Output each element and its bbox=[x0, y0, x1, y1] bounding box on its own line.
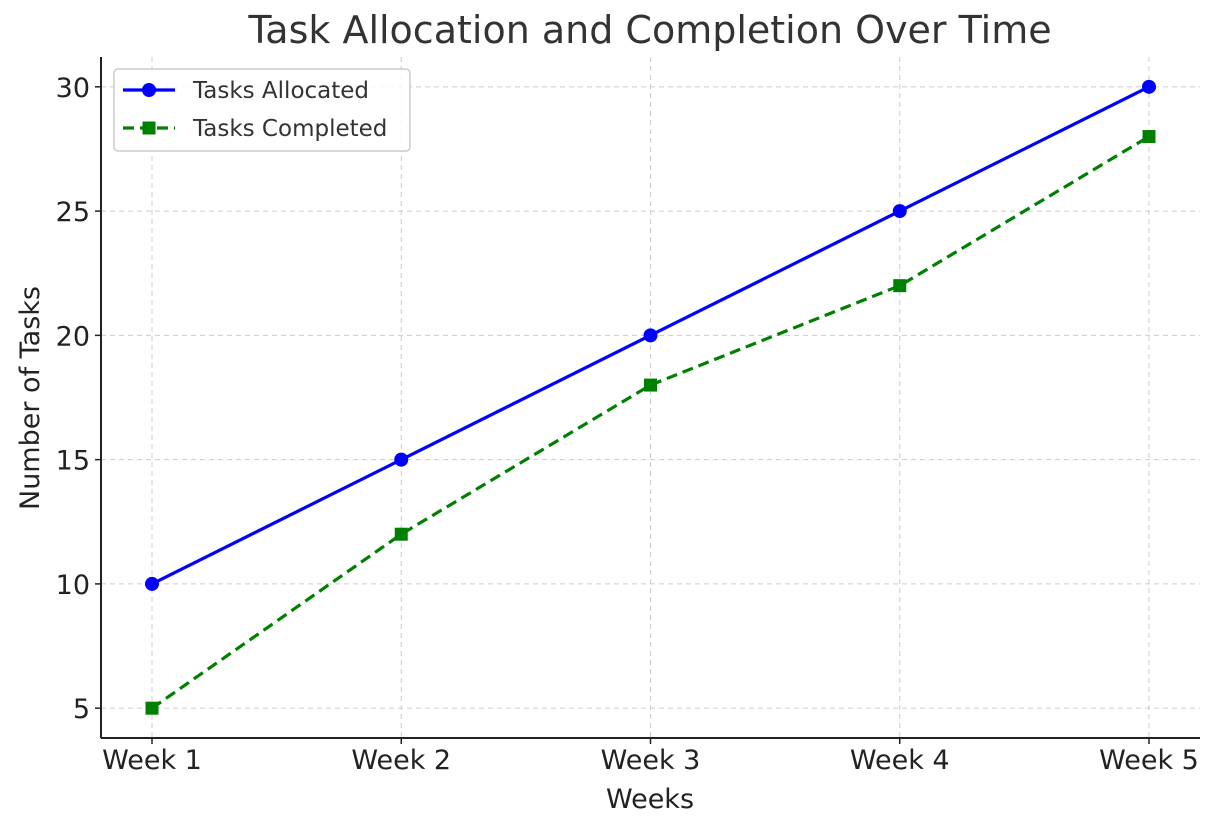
y-axis-label: Number of Tasks bbox=[15, 286, 46, 510]
data-point bbox=[644, 378, 657, 392]
data-point bbox=[892, 204, 907, 219]
ticks: Week 1 Week 2 Week 3 Week 4 Week 5 5 10 15 20 25 3… bbox=[56, 73, 1199, 776]
data-point bbox=[145, 701, 159, 715]
y-tick-label: 5 bbox=[73, 694, 90, 725]
y-tick-label: 10 bbox=[56, 570, 90, 601]
x-axis-label: Weeks bbox=[606, 784, 694, 815]
grid bbox=[101, 57, 1200, 738]
x-tick-label: Week 5 bbox=[1099, 745, 1199, 776]
series-1 bbox=[145, 79, 1156, 591]
x-tick-label: Week 2 bbox=[351, 745, 451, 776]
series-layer bbox=[145, 79, 1156, 715]
legend-label: Tasks Allocated bbox=[192, 78, 369, 104]
x-tick-label: Week 1 bbox=[102, 745, 202, 776]
y-tick-label: 15 bbox=[56, 446, 90, 477]
y-tick-label: 30 bbox=[56, 73, 90, 104]
data-point bbox=[394, 452, 409, 467]
x-tick-label: Week 3 bbox=[601, 745, 701, 776]
series-line bbox=[151, 135, 1150, 710]
data-point bbox=[1142, 79, 1156, 94]
data-point bbox=[394, 527, 408, 541]
legend-label: Tasks Completed bbox=[192, 116, 387, 142]
chart-title: Task Allocation and Completion Over Time bbox=[247, 8, 1051, 52]
data-point bbox=[145, 576, 159, 591]
data-point bbox=[1142, 130, 1156, 144]
y-tick-label: 20 bbox=[56, 321, 90, 352]
data-point bbox=[643, 328, 658, 343]
legend-marker bbox=[142, 83, 156, 97]
y-tick-label: 25 bbox=[56, 197, 90, 228]
x-tick-label: Week 4 bbox=[850, 745, 950, 776]
legend-marker bbox=[142, 121, 156, 135]
legend-box bbox=[113, 68, 411, 152]
data-point bbox=[893, 279, 907, 293]
legend: Tasks Allocated Tasks Completed bbox=[113, 68, 411, 152]
series-2 bbox=[145, 130, 1156, 715]
